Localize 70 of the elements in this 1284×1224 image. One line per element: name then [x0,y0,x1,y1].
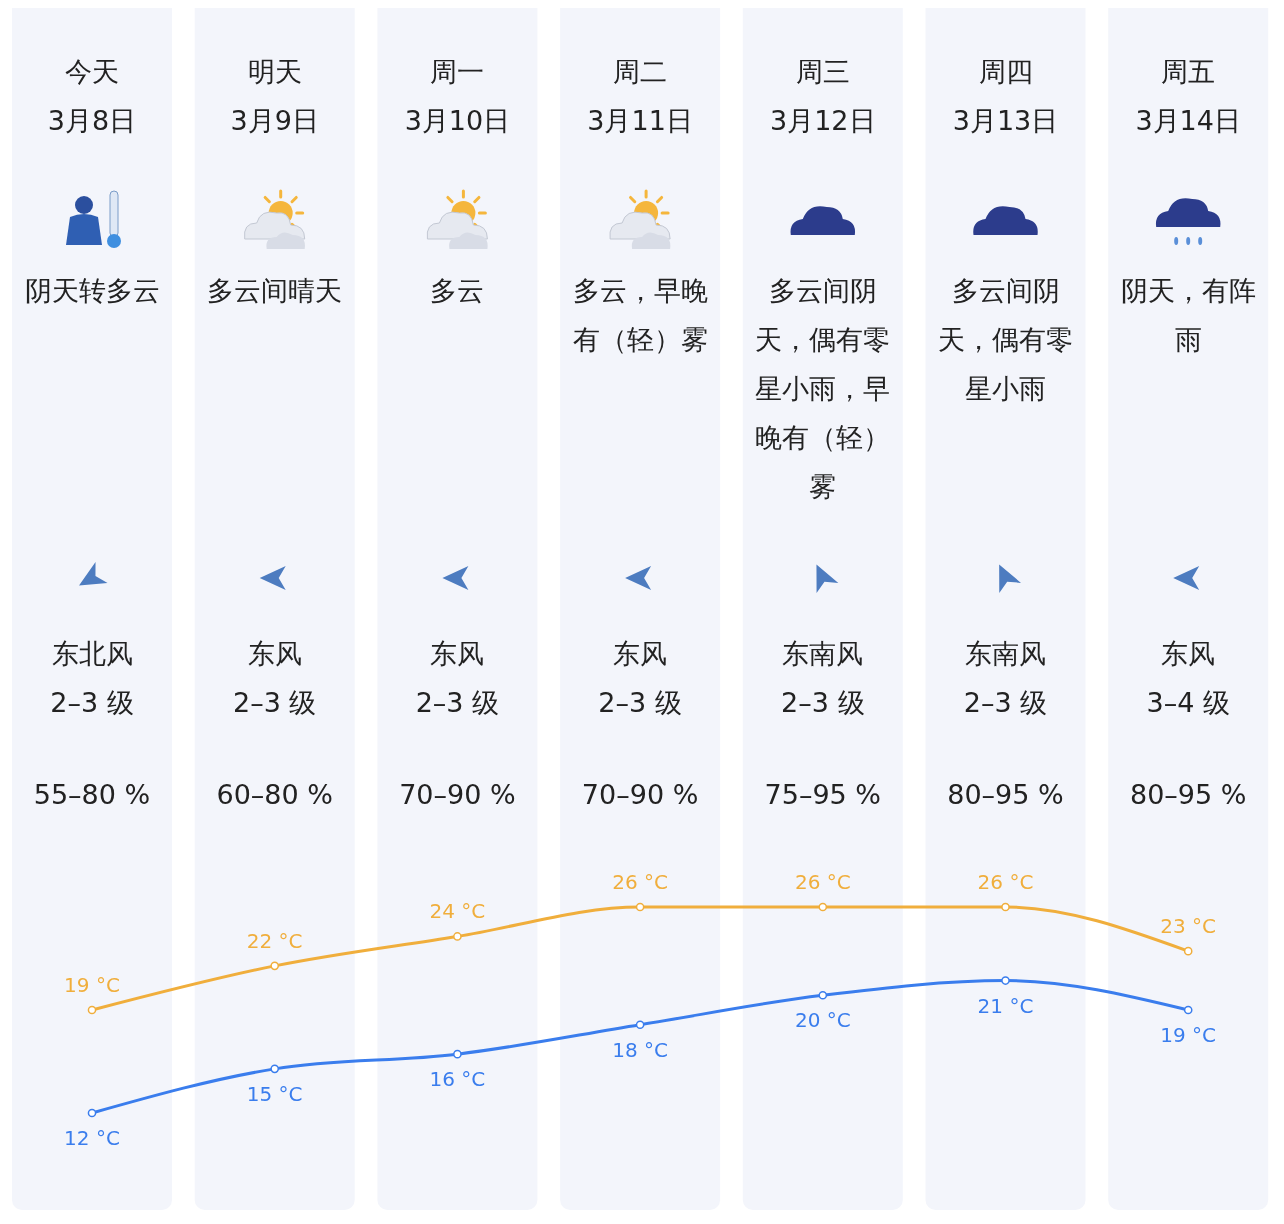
data-label: 26 °C [794,870,851,894]
text: 80–95 % [1129,779,1247,810]
point [1183,1005,1193,1015]
text: 2–3 级 [232,687,317,718]
text: 东风 [1161,638,1216,669]
text: 阴天转多云 [24,275,160,306]
x-tick-label: 3月9日 [230,105,319,136]
data-label: 21 °C [977,993,1034,1018]
data-label: 24 °C [429,899,486,924]
text: 东北风 [51,638,133,669]
point [635,1020,645,1030]
text: 55–80 % [33,779,151,810]
point [1001,902,1010,912]
x-tick-label: 3月8日 [47,105,137,136]
text: 明天 [247,56,302,87]
point [818,990,828,1000]
text: 多云 [430,275,485,306]
point [87,1108,97,1118]
data-label: 19 °C [64,973,120,997]
text: 周一 [430,56,485,87]
x-tick-label: 3月12日 [770,105,876,136]
text: 75–95 % [764,779,882,810]
text: 80–95 % [947,779,1064,810]
text: 2–3 级 [781,687,865,718]
text: 东风 [247,638,302,669]
text: 2–3 级 [50,687,134,718]
text: 2–3 级 [415,687,500,718]
data-label: 19 °C [1160,1023,1217,1047]
point [1001,976,1010,985]
data-label: 23 °C [1160,914,1217,939]
point [270,961,280,971]
data-label: 15 °C [246,1081,303,1106]
data-label: 20 °C [794,1008,851,1033]
text: 多云间阴天，偶有零星小雨，早晚有（轻）雾 [755,275,891,502]
text: 东风 [430,638,485,669]
point [635,902,645,912]
text: 3–4 级 [1146,687,1230,718]
data-label: 12 °C [64,1126,120,1150]
text: 70–90 % [581,779,699,810]
x-tick-label: 3月10日 [404,105,511,136]
point [1183,946,1193,956]
text: 多云，早晚有（轻）雾 [572,275,708,355]
text: 2–3 级 [598,687,682,718]
text: 东风 [613,638,668,669]
text: 60–80 % [216,779,333,810]
data-label: 26 °C [612,870,668,894]
text: 多云间阴天，偶有零星小雨 [938,275,1073,404]
data-label: 18 °C [612,1037,668,1062]
point [87,1005,97,1015]
data-label: 16 °C [429,1067,486,1092]
point [270,1064,280,1074]
text: 70–90 % [399,779,516,810]
text: 周四 [978,56,1033,87]
x-tick-label: 3月11日 [587,105,693,136]
data-label: 22 °C [246,928,303,953]
data-label: 26 °C [977,870,1034,894]
text: 周五 [1161,56,1216,87]
text: 今天 [65,56,119,87]
text: 东南风 [782,638,864,669]
x-tick-label: 3月13日 [952,105,1059,136]
point [453,1049,462,1059]
text: 阴天，有阵雨 [1120,275,1256,355]
point [818,902,828,912]
text: 周二 [613,56,668,87]
x-tick-label: 3月14日 [1135,105,1241,136]
point [453,932,462,941]
text: 多云间晴天 [207,275,343,306]
text: 东南风 [965,638,1046,669]
text: 2–3 级 [963,687,1048,718]
text: 周三 [795,56,850,87]
